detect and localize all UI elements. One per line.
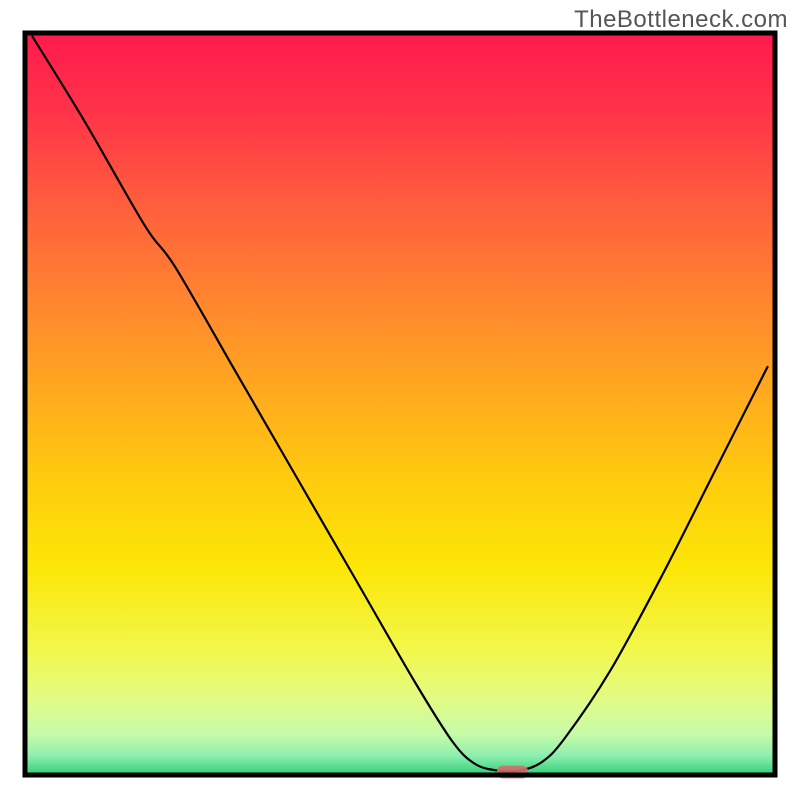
bottleneck-chart	[0, 0, 800, 800]
watermark-text: TheBottleneck.com	[574, 6, 788, 34]
gradient-background	[25, 33, 775, 775]
